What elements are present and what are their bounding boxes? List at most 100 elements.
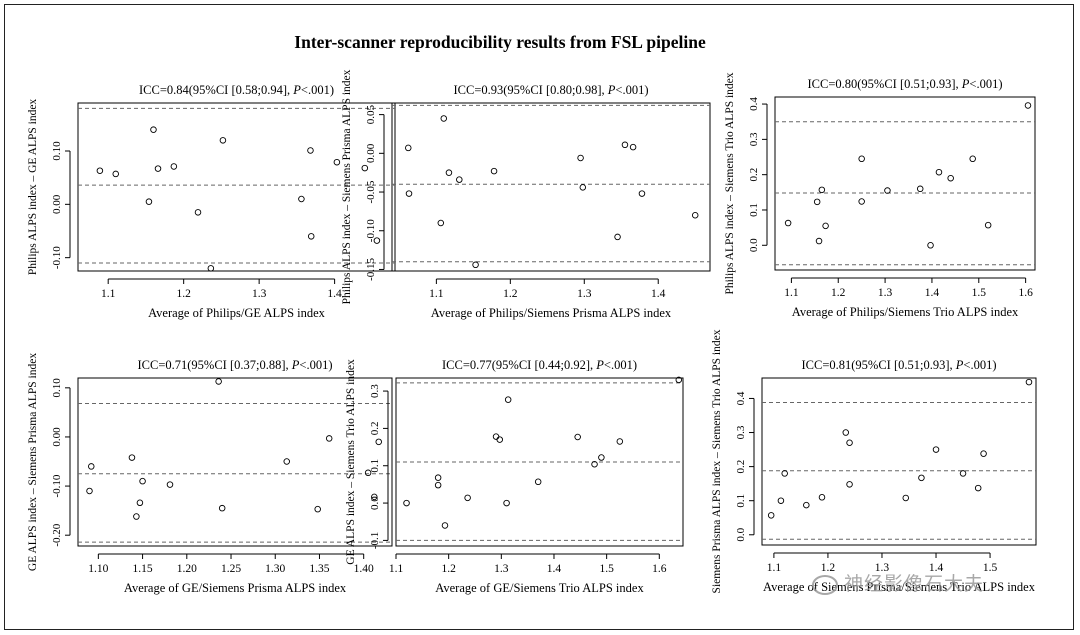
x-tick-label: 1.2	[821, 562, 836, 574]
data-point	[375, 438, 382, 446]
data-point	[969, 155, 976, 163]
subtitle-icc: ICC=0.81(95%CI [0.51;0.93],	[802, 358, 956, 372]
y-tick-label: 0.10	[51, 141, 63, 161]
x-tick-label: 1.30	[265, 563, 285, 575]
data-point	[616, 438, 624, 445]
y-axis-label: Philips ALPS index – GE ALPS index	[27, 99, 39, 276]
data-point	[974, 484, 982, 492]
data-point	[803, 501, 810, 509]
data-point	[579, 184, 587, 191]
subtitle-icc: ICC=0.84(95%CI [0.58;0.94],	[139, 83, 293, 97]
data-point	[691, 212, 699, 219]
x-tick-label: 1.4	[327, 288, 342, 300]
y-tick-label: -0.10	[51, 246, 63, 269]
y-tick-label: 0.10	[51, 378, 63, 398]
y-tick-label: 0.00	[51, 194, 63, 214]
data-point	[496, 436, 503, 443]
data-point	[440, 115, 448, 122]
data-point	[503, 499, 510, 507]
data-point	[307, 147, 314, 154]
y-tick-label: 0.2	[735, 460, 747, 474]
data-point	[307, 233, 315, 240]
data-point	[464, 494, 471, 502]
subtitle-p-value: <.001)	[615, 83, 648, 97]
wechat-icon	[812, 574, 838, 595]
subtitle-p: P	[961, 77, 970, 91]
x-tick-label: 1.20	[177, 563, 197, 575]
plot-box	[774, 96, 1036, 271]
subtitle-p: P	[595, 358, 604, 372]
data-point	[574, 433, 581, 441]
data-point	[621, 141, 629, 149]
data-point	[980, 450, 987, 457]
data-point	[133, 513, 140, 520]
y-tick-label: -0.20	[51, 523, 63, 546]
x-tick-label: 1.2	[441, 563, 456, 575]
data-point	[437, 219, 445, 227]
y-tick-label: 0.2	[369, 422, 381, 436]
x-tick-label: 1.4	[547, 563, 562, 575]
data-point	[371, 493, 378, 501]
plot-subtitle: ICC=0.81(95%CI [0.51;0.93], P<.001)	[802, 358, 997, 372]
data-point	[403, 499, 410, 507]
figure-frame	[4, 4, 1074, 630]
data-point	[534, 478, 542, 486]
data-point	[490, 167, 498, 175]
x-tick-label: 1.4	[929, 562, 944, 574]
data-point	[128, 454, 136, 461]
subtitle-icc: ICC=0.77(95%CI [0.44;0.92],	[442, 358, 596, 372]
subtitle-icc: ICC=0.80(95%CI [0.51;0.93],	[808, 77, 962, 91]
data-point	[333, 158, 341, 166]
data-point	[598, 454, 605, 461]
data-point	[434, 474, 442, 481]
y-tick-label: 0.0	[748, 238, 760, 252]
data-point	[136, 499, 144, 507]
x-axis-label: Average of Philips/Siemens Prisma ALPS i…	[431, 306, 672, 320]
plot-subtitle: ICC=0.84(95%CI [0.58;0.94], P<.001)	[139, 83, 334, 97]
data-point	[96, 167, 104, 174]
data-point	[935, 168, 943, 176]
y-tick-label: 0.3	[369, 384, 381, 398]
y-tick-label: 0.1	[748, 203, 760, 217]
data-point	[145, 198, 153, 205]
data-point	[927, 242, 934, 249]
y-tick-label: -0.10	[51, 474, 63, 497]
data-point	[456, 176, 463, 183]
y-tick-label: 0.3	[748, 132, 760, 146]
y-tick-label: 0.05	[365, 104, 377, 124]
x-tick-label: 1.3	[878, 287, 893, 299]
figure-title: Inter-scanner reproducibility results fr…	[294, 32, 706, 52]
plot-subtitle: ICC=0.93(95%CI [0.80;0.98], P<.001)	[454, 83, 649, 97]
data-point	[916, 185, 924, 193]
data-point	[88, 463, 95, 470]
x-tick-label: 1.1	[101, 288, 116, 300]
x-tick-label: 1.5	[983, 562, 998, 574]
data-point	[445, 169, 453, 176]
subtitle-icc: ICC=0.93(95%CI [0.80;0.98],	[454, 83, 608, 97]
subtitle-icc: ICC=0.71(95%CI [0.37;0.88],	[138, 358, 292, 372]
subtitle-p: P	[292, 83, 301, 97]
x-tick-label: 1.1	[389, 563, 404, 575]
plot-subtitle: ICC=0.71(95%CI [0.37;0.88], P<.001)	[138, 358, 333, 372]
subtitle-p-value: <.001)	[604, 358, 637, 372]
data-point	[154, 165, 162, 172]
data-point	[207, 265, 215, 272]
x-tick-label: 1.1	[767, 562, 782, 574]
data-point	[675, 376, 683, 384]
subtitle-p-value: <.001)	[301, 83, 334, 97]
data-point	[918, 474, 925, 482]
x-tick-label: 1.2	[831, 287, 846, 299]
x-tick-label: 1.15	[133, 563, 153, 575]
x-tick-label: 1.3	[252, 288, 267, 300]
data-point	[112, 170, 119, 178]
y-tick-label: -0.1	[369, 532, 381, 549]
data-point	[638, 190, 646, 197]
plot-subtitle: ICC=0.77(95%CI [0.44;0.92], P<.001)	[442, 358, 637, 372]
plot-box	[77, 102, 396, 272]
data-point	[846, 439, 853, 447]
data-point	[818, 186, 826, 194]
x-tick-label: 1.6	[1018, 287, 1033, 299]
data-point	[150, 126, 157, 133]
